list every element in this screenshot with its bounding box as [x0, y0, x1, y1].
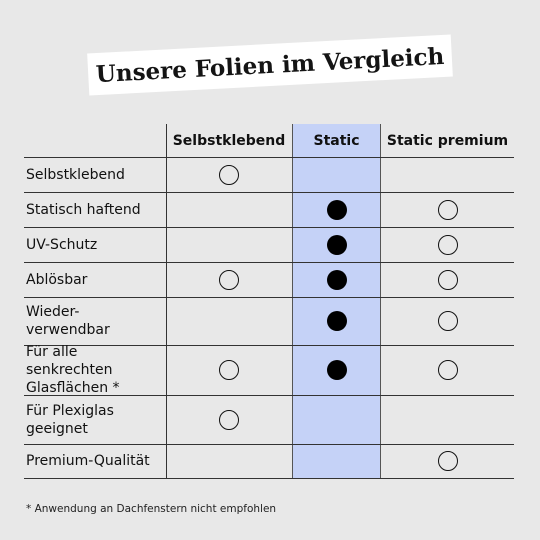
filled-circle-icon: [326, 269, 347, 290]
row-divider: [24, 157, 514, 158]
footnote: * Anwendung an Dachfenstern nicht empfoh…: [26, 503, 277, 515]
row-label: Statisch haftend: [26, 201, 141, 218]
row-divider: [24, 262, 514, 263]
column-header-1: Selbstklebend: [172, 132, 286, 149]
row-label: Selbstklebend: [26, 166, 125, 183]
empty-circle-icon: [219, 269, 239, 290]
column-header-3: Static premium: [386, 132, 509, 149]
row-divider: [24, 478, 514, 479]
empty-circle-icon: [437, 451, 458, 471]
column-header-2: Static: [313, 132, 360, 149]
row-divider: [24, 444, 514, 445]
empty-circle-icon: [219, 360, 239, 380]
highlight-column-static: [292, 124, 381, 478]
filled-circle-icon: [326, 311, 347, 331]
title-banner: Unsere Folien im Vergleich: [87, 34, 453, 96]
row-divider: [24, 227, 514, 228]
row-label: Für alle senkrechten Glasflächen *: [26, 344, 120, 396]
row-divider: [24, 345, 514, 346]
empty-circle-icon: [437, 360, 458, 380]
row-label: UV-Schutz: [26, 236, 98, 253]
empty-circle-icon: [437, 199, 458, 220]
empty-circle-icon: [219, 409, 239, 430]
empty-circle-icon: [437, 311, 458, 331]
filled-circle-icon: [326, 199, 347, 220]
empty-circle-icon: [437, 234, 458, 255]
row-divider: [24, 395, 514, 396]
row-label: Premium-Qualität: [26, 453, 150, 469]
row-divider: [24, 192, 514, 193]
empty-circle-icon: [219, 164, 239, 185]
row-label: Ablösbar: [26, 271, 88, 288]
empty-circle-icon: [437, 269, 458, 290]
row-divider: [24, 297, 514, 298]
page-title: Unsere Folien im Vergleich: [95, 42, 445, 88]
filled-circle-icon: [326, 234, 347, 255]
row-label: Für Plexiglas geeignet: [26, 402, 114, 437]
column-divider: [166, 124, 167, 478]
row-label: Wieder- verwendbar: [26, 304, 110, 338]
filled-circle-icon: [326, 360, 347, 380]
